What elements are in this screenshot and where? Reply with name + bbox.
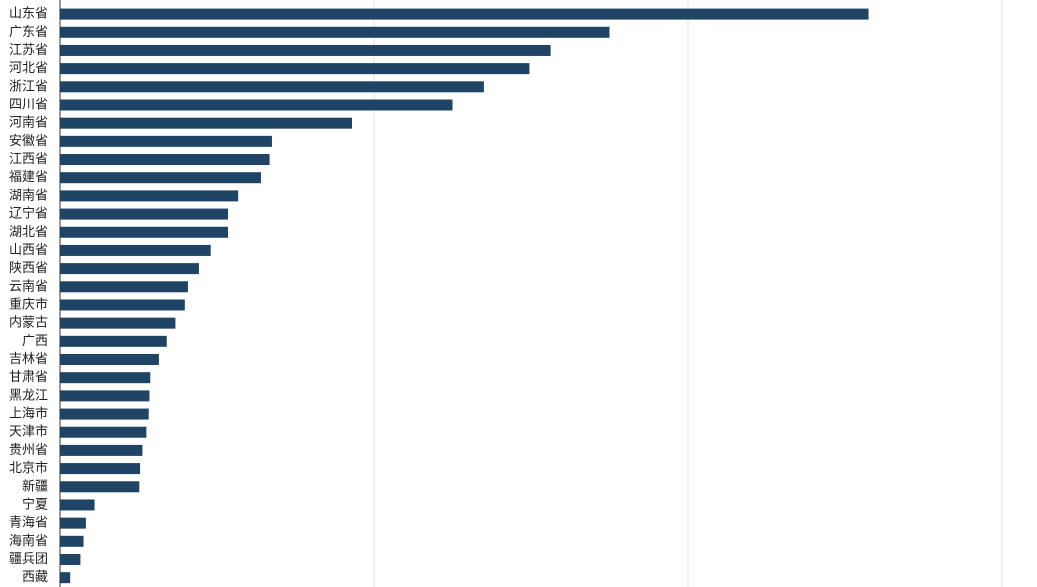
category-label-27: 宁夏: [22, 496, 48, 512]
bar-12: [60, 226, 228, 238]
bar-1: [60, 26, 610, 38]
category-label-5: 四川省: [9, 97, 48, 112]
bar-3: [60, 63, 530, 75]
bar-29: [60, 535, 84, 547]
bar-10: [60, 190, 239, 202]
bar-28: [60, 517, 86, 529]
bar-31: [60, 572, 71, 584]
category-label-26: 新疆: [22, 478, 48, 494]
bar-15: [60, 281, 188, 293]
bar-11: [60, 208, 228, 220]
category-label-11: 辽宁省: [9, 206, 48, 222]
category-label-16: 重庆市: [9, 296, 48, 312]
category-label-12: 湖北省: [9, 225, 48, 240]
category-label-6: 河南省: [9, 115, 48, 131]
category-label-4: 浙江省: [9, 79, 48, 94]
category-label-20: 甘肃省: [9, 370, 48, 385]
bars: [60, 8, 869, 584]
category-label-14: 陕西省: [9, 261, 48, 276]
bar-17: [60, 317, 176, 329]
bar-0: [60, 8, 869, 20]
bar-25: [60, 463, 141, 475]
category-label-2: 江苏省: [9, 42, 48, 58]
category-label-28: 青海省: [9, 516, 48, 531]
category-label-15: 云南省: [9, 278, 48, 294]
category-label-1: 广东省: [9, 25, 48, 40]
bar-22: [60, 408, 149, 420]
bar-21: [60, 390, 150, 402]
category-label-8: 江西省: [9, 152, 48, 167]
category-label-19: 吉林省: [9, 352, 48, 367]
category-label-22: 上海市: [9, 406, 48, 422]
bar-19: [60, 354, 159, 366]
category-label-9: 福建省: [9, 170, 48, 185]
bar-27: [60, 499, 95, 511]
category-label-24: 贵州省: [9, 443, 48, 458]
bar-16: [60, 299, 185, 311]
bar-13: [60, 244, 211, 256]
bar-18: [60, 335, 167, 347]
bar-26: [60, 481, 140, 493]
bar-2: [60, 44, 551, 56]
category-label-13: 山西省: [9, 243, 48, 258]
bar-7: [60, 135, 272, 147]
category-label-30: 疆兵团: [9, 552, 48, 567]
category-label-0: 山东省: [9, 7, 48, 22]
bar-4: [60, 81, 484, 93]
category-label-25: 北京市: [9, 460, 48, 476]
bar-30: [60, 553, 81, 565]
category-label-7: 安徽省: [9, 134, 48, 149]
bar-23: [60, 426, 147, 438]
category-label-29: 海南省: [9, 533, 48, 549]
category-label-18: 广西: [22, 334, 48, 349]
bar-9: [60, 172, 261, 184]
bar-14: [60, 263, 199, 275]
category-label-31: 西藏: [22, 570, 48, 585]
bar-8: [60, 154, 270, 166]
category-label-3: 河北省: [9, 61, 48, 76]
bar-6: [60, 117, 353, 129]
category-label-21: 黑龙江: [9, 388, 48, 403]
category-label-17: 内蒙古: [9, 315, 48, 331]
bar-5: [60, 99, 453, 111]
category-label-10: 湖南省: [9, 187, 48, 203]
bar-20: [60, 372, 151, 384]
category-labels: 山东省广东省江苏省河北省浙江省四川省河南省安徽省江西省福建省湖南省辽宁省湖北省山…: [9, 7, 48, 586]
grid-lines: [373, 0, 1003, 587]
category-label-23: 天津市: [9, 424, 48, 440]
bar-24: [60, 444, 143, 456]
